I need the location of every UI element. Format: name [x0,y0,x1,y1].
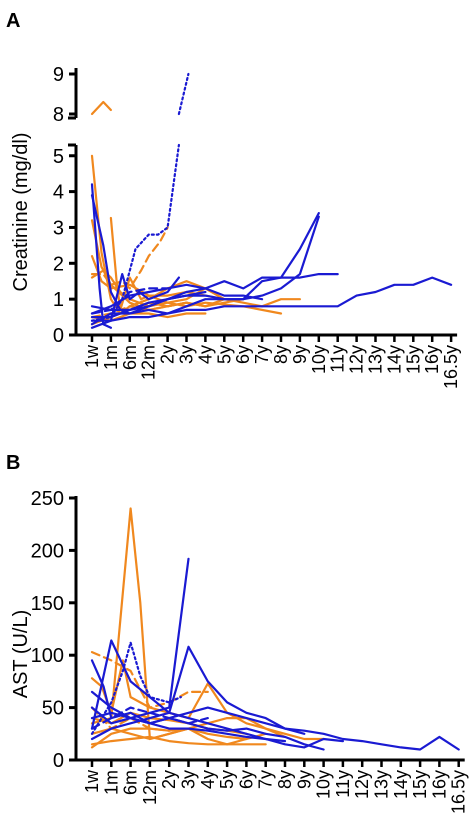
panel-b-series-line-blue-11 [90,639,306,735]
panel-b-series-line-blue-13 [90,711,344,749]
panel-a-x-tick-label: 11y [328,345,348,373]
panel-a-series-line-blue-16 [90,215,320,326]
panel-b-y-tick-label: 100 [31,645,64,667]
panel-b-x-tick-label: 16.5y [449,770,469,814]
panel-b: B AST (U/L) 0 50 100 150 200 250 1w 1m 6m 12m 2y 3y… [6,452,469,814]
panel-a-series-line-blue-17 [90,212,320,319]
panel-a-y-tick-label: 2 [53,253,64,275]
panel-b-x-tick-label: 11y [333,770,353,798]
panel-b-x-tick-label: 4y [198,770,218,789]
panel-b-series-line-orange-1 [90,507,287,741]
panel-a-x-tick-label: 3y [177,345,197,364]
panel-b-y-tick-label: 50 [42,698,64,720]
panel-a-series-line-blue-15 [90,273,180,329]
panel-b-y-tick-label: 250 [31,488,64,510]
panel-a-y-tick-label: 9 [53,64,64,86]
panel-b-axes: 0 50 100 150 200 250 1w 1m 6m 12m 2y 3y 4y 5y 6y 7y 8y 9y… [31,488,469,814]
panel-a-x-tick-label: 16y [422,345,442,374]
panel-a-series-line-blue-12 [177,72,190,116]
panel-b-series-line-blue-9 [90,641,182,735]
panel-b-x-tick-label: 12m [140,770,160,805]
panel-a-x-tick-label: 1m [101,345,121,370]
panel-a-series [90,72,453,329]
panel-b-x-tick-label: 10y [314,770,334,799]
panel-a-y-tick-label: 0 [53,325,64,347]
panel-b-x-tick-label: 5y [217,770,237,789]
panel-a-x-tick-label: 5y [214,345,234,364]
panel-b-series-line-blue-14 [90,706,460,751]
panel-a-x-tick-label: 4y [195,345,215,364]
panel-b-series [90,507,460,751]
panel-a-y-tick-label: 8 [53,104,64,126]
panel-a-axes: 012345891w1m6m12m2y3y4y5y6y7y8y9y10y11y1… [53,64,461,389]
panel-b-series-line-blue-15 [90,690,287,743]
panel-b-x-tick-label: 13y [372,770,392,799]
panel-a-y-tick-label: 1 [53,289,64,311]
panel-b-x-tick-label: 14y [391,770,411,799]
panel-a-series-line-orange-6 [90,255,283,315]
panel-a-x-tick-label: 9y [290,345,310,364]
panel-b-x-tick-label: 15y [410,770,430,799]
panel-b-x-tick-label: 9y [294,770,314,789]
panel-b-x-tick-label: 16y [429,770,449,799]
panel-b-y-axis-title: AST (U/L) [10,610,32,699]
panel-b-x-tick-label: 8y [275,770,295,789]
panel-a-x-tick-label: 7y [252,345,272,364]
panel-a-x-tick-label: 8y [271,345,291,364]
panel-a-y-tick-label: 3 [53,217,64,239]
panel-b-x-tick-label: 1m [101,770,121,795]
panel-a-x-tick-label: 12m [139,345,159,380]
panel-a-x-tick-label: 14y [384,345,404,374]
panel-a-series-line-orange-1 [90,100,112,116]
panel-a-x-tick-label: 16.5y [441,345,461,389]
panel-a-series-line-blue-21 [90,287,169,315]
panel-b-x-tick-label: 6y [236,770,256,789]
panel-b-x-tick-label: 6m [121,770,141,795]
panel-b-x-tick-label: 7y [256,770,276,789]
panel-a-x-tick-label: 12y [347,345,367,374]
panel-a-series-line-blue-18 [90,273,339,311]
panel-a-x-tick-label: 1w [82,344,102,368]
panel-b-series-line-orange-4 [90,735,267,746]
panel-a-x-tick-label: 15y [403,345,423,374]
panel-a-y-tick-label: 5 [53,146,64,168]
panel-a-series-line-blue-19 [90,276,453,322]
panel-a-y-tick-label: 4 [53,182,64,204]
panel-b-y-tick-label: 150 [31,593,64,615]
panel-b-x-tick-label: 12y [352,770,372,799]
panel-b-series-line-orange-7 [90,651,209,709]
panel-a-x-tick-label: 6m [120,345,140,370]
panel-a-x-tick-label: 13y [366,345,386,374]
panel-a: A Creatinine (mg/dl) 0 1 2 3 4 5 8 9 1w1m6m12m2y… [6,10,461,389]
panel-b-x-tick-label: 2y [159,770,179,789]
panel-a-label: A [6,10,20,32]
panel-a-x-tick-label: 6y [233,345,253,364]
panel-b-x-tick-label: 1w [82,769,102,793]
panel-a-series-line-blue-13 [90,183,112,329]
panel-b-x-tick-label: 3y [179,770,199,789]
panel-b-series-line-blue-16 [90,706,209,730]
panel-b-y-tick-label: 0 [53,750,64,772]
panel-b-label: B [6,452,20,474]
panel-a-y-axis-title: Creatinine (mg/dl) [10,133,32,292]
panel-a-x-tick-label: 10y [309,345,329,374]
panel-b-y-tick-label: 200 [31,540,64,562]
panel-a-series-line-orange-9 [90,226,169,290]
panel-a-x-tick-label: 2y [158,345,178,364]
